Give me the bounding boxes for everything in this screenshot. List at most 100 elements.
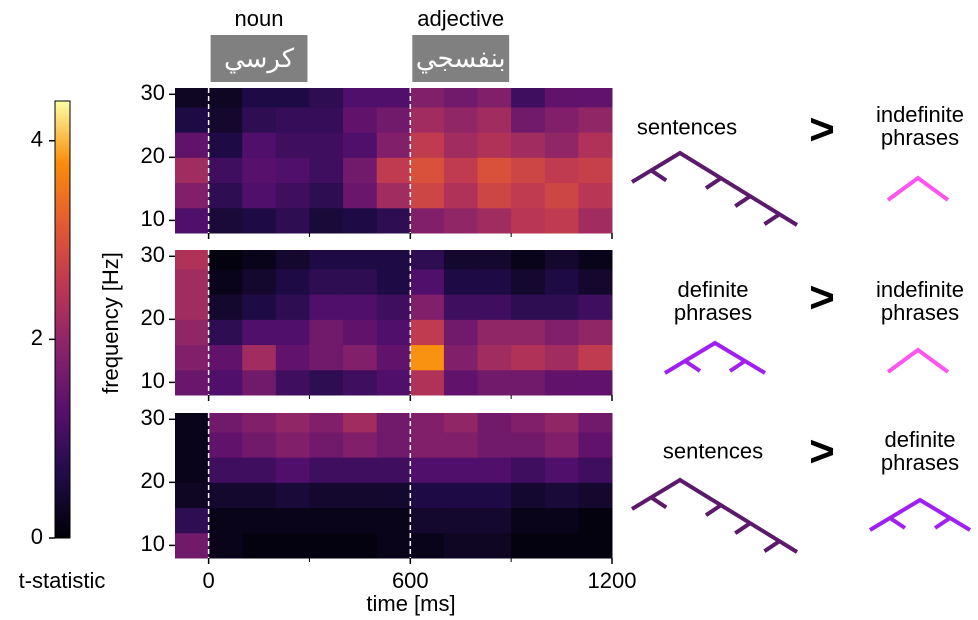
heatmap-cell	[275, 532, 310, 559]
x-axis-label: time [ms]	[366, 591, 455, 616]
heatmap-cell	[376, 88, 411, 108]
heatmap-cell	[477, 369, 512, 396]
heatmap-cell	[343, 182, 378, 209]
heatmap-cell	[208, 507, 243, 534]
heatmap-cell	[376, 294, 411, 320]
heatmap-cell	[410, 157, 445, 184]
heatmap-cell	[544, 344, 579, 371]
heatmap-cell	[175, 413, 210, 433]
heatmap-cell	[343, 250, 378, 270]
heatmap-cell	[208, 319, 243, 346]
heatmap-cell	[544, 457, 579, 483]
heatmap-cell	[309, 207, 344, 234]
tree-branch	[728, 359, 747, 373]
heatmap-cell	[275, 369, 310, 396]
heatmap-cell	[443, 294, 479, 320]
heatmap-cell	[242, 344, 277, 371]
syntax-tree	[886, 175, 950, 202]
heatmap-cell	[443, 344, 479, 371]
y-tick-label: 10	[141, 206, 165, 231]
heatmap-cell	[175, 268, 210, 295]
heatmap-cell	[343, 294, 378, 320]
heatmap-cell	[175, 157, 210, 184]
heatmap-cell	[511, 413, 546, 433]
heatmap-cell	[410, 457, 445, 483]
heatmap-cell	[343, 88, 378, 108]
heatmap-cell	[410, 482, 445, 509]
heatmap-cell	[544, 268, 579, 295]
event-label: adjective	[417, 6, 504, 31]
heatmap-cell	[443, 413, 479, 433]
heatmap-cell	[376, 268, 411, 295]
heatmap-cell	[208, 88, 243, 108]
heatmap-cell	[309, 507, 344, 534]
heatmap-cell	[511, 132, 546, 158]
heatmap-cell	[511, 532, 546, 559]
heatmap-cell	[242, 207, 277, 234]
y-tick-label: 20	[141, 305, 165, 330]
heatmap-cell	[578, 294, 613, 320]
heatmap-cell	[511, 319, 546, 346]
heatmap-cell	[443, 88, 479, 108]
y-axis-label: frequency [Hz]	[98, 252, 123, 394]
heatmap-cell	[309, 457, 344, 483]
heatmap-cell	[443, 157, 479, 184]
heatmap-cell	[477, 207, 512, 234]
heatmap-cell	[477, 88, 512, 108]
heatmap-cell	[578, 250, 613, 270]
heatmap-cell	[376, 507, 411, 534]
heatmap-cell	[544, 532, 579, 559]
heatmap-cell	[376, 344, 411, 371]
heatmap-cell	[477, 344, 512, 371]
heatmap-cell	[410, 268, 445, 295]
heatmap-cell	[175, 250, 210, 270]
heatmap-cell	[242, 507, 277, 534]
heatmap-cell	[208, 106, 243, 133]
heatmap-cell	[309, 532, 344, 559]
heatmap-cell	[578, 431, 613, 458]
heatmap-cell	[242, 157, 277, 184]
heatmap-cell	[175, 88, 210, 108]
heatmap-cell	[275, 344, 310, 371]
heatmap-cell	[275, 268, 310, 295]
heatmap-cell	[511, 431, 546, 458]
syntax-tree	[630, 150, 799, 227]
heatmap-cell	[511, 457, 546, 483]
heatmap-cell	[410, 132, 445, 158]
heatmap-cell	[477, 268, 512, 295]
heatmap-cell	[343, 319, 378, 346]
heatmap-cell	[443, 369, 479, 396]
x-tick-label: 600	[392, 568, 429, 593]
heatmap-cell	[477, 507, 512, 534]
heatmap-cell	[511, 88, 546, 108]
heatmap-cell	[376, 413, 411, 433]
word-box	[412, 35, 510, 82]
heatmap-cell	[343, 532, 378, 559]
heatmap-cell	[544, 431, 579, 458]
heatmap-cell	[309, 294, 344, 320]
heatmap-cell	[376, 182, 411, 209]
heatmap-cell	[208, 344, 243, 371]
tree-branch	[734, 194, 752, 208]
heatmap-cell	[410, 431, 445, 458]
colorbar	[54, 100, 71, 539]
heatmap-cell	[208, 457, 243, 483]
heatmap-cell	[275, 182, 310, 209]
word-text: بنفسجي	[416, 43, 506, 73]
heatmap-cell	[511, 369, 546, 396]
heatmap-cell	[544, 157, 579, 184]
heatmap-cell	[175, 106, 210, 133]
heatmap-cell	[175, 207, 210, 234]
heatmap-cell	[242, 132, 277, 158]
heatmap-cell	[242, 268, 277, 295]
heatmap-cell	[511, 507, 546, 534]
heatmap-cell	[544, 182, 579, 209]
heatmap-cell	[544, 413, 579, 433]
y-tick-label: 20	[141, 143, 165, 168]
tree-branch	[933, 516, 952, 530]
heatmap-cell	[410, 344, 445, 371]
condition-label: sentences	[662, 438, 764, 464]
heatmap-cell	[578, 268, 613, 295]
condition-label: definite phrases	[673, 277, 753, 325]
